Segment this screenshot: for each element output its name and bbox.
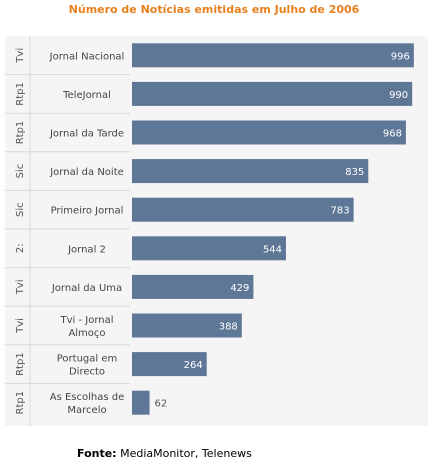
- bar: [132, 274, 254, 299]
- value-label: 264: [184, 360, 203, 371]
- category-label: Marcelo: [67, 405, 106, 416]
- group-label: Sic: [15, 164, 26, 179]
- group-label: Tvi: [15, 279, 26, 295]
- bar: [132, 313, 242, 338]
- bar: [132, 352, 207, 377]
- source-text: MediaMonitor, Telenews: [120, 447, 252, 460]
- bar: [132, 120, 406, 145]
- group-label: Rtp1: [15, 352, 26, 376]
- value-label: 996: [391, 51, 410, 62]
- bar: [132, 43, 414, 68]
- bar: [132, 159, 369, 184]
- group-label: Sic: [15, 202, 26, 217]
- group-label: 2:: [15, 243, 26, 253]
- category-label: Jornal Nacional: [49, 51, 125, 62]
- chart-title: Número de Notícias emitidas em Julho de …: [68, 3, 360, 16]
- bar: [132, 390, 150, 415]
- group-label: Tvi: [15, 48, 26, 64]
- category-label: TeleJornal: [62, 90, 111, 101]
- source-note: Fonte: MediaMonitor, Telenews: [77, 447, 252, 460]
- category-label: Almoço: [68, 328, 105, 339]
- value-label: 968: [383, 129, 402, 140]
- category-label: Jornal da Uma: [51, 283, 122, 294]
- category-label: Jornal 2: [67, 244, 106, 255]
- bar-chart: Tvi Jornal Nacional 996 Rtp1 TeleJornal 990 Rt…: [5, 36, 414, 426]
- bar: [132, 197, 354, 222]
- group-label: Rtp1: [15, 121, 26, 145]
- value-label: 990: [389, 90, 408, 101]
- bar: [132, 236, 286, 261]
- category-label: Primeiro Jornal: [51, 206, 124, 217]
- category-label: As Escolhas de: [50, 392, 125, 403]
- source-label: Fonte:: [77, 447, 117, 460]
- value-label: 429: [230, 283, 249, 294]
- value-label: 835: [345, 167, 364, 178]
- value-label: 388: [219, 322, 238, 333]
- value-label: 544: [263, 244, 282, 255]
- group-label: Rtp1: [15, 82, 26, 106]
- category-label: Jornal da Tarde: [49, 129, 124, 140]
- category-label: Directo: [69, 367, 105, 378]
- category-label: Tvi - Jornal: [59, 315, 113, 326]
- bar: [132, 81, 413, 106]
- group-label: Tvi: [15, 318, 26, 334]
- value-label: 783: [330, 206, 349, 217]
- value-label: 62: [155, 399, 168, 410]
- category-label: Jornal da Noite: [49, 167, 124, 178]
- group-label: Rtp1: [15, 391, 26, 415]
- chart-panel: Tvi Jornal Nacional 996 Rtp1 TeleJornal 990 Rt…: [5, 36, 428, 426]
- category-label: Portugal em: [57, 354, 118, 365]
